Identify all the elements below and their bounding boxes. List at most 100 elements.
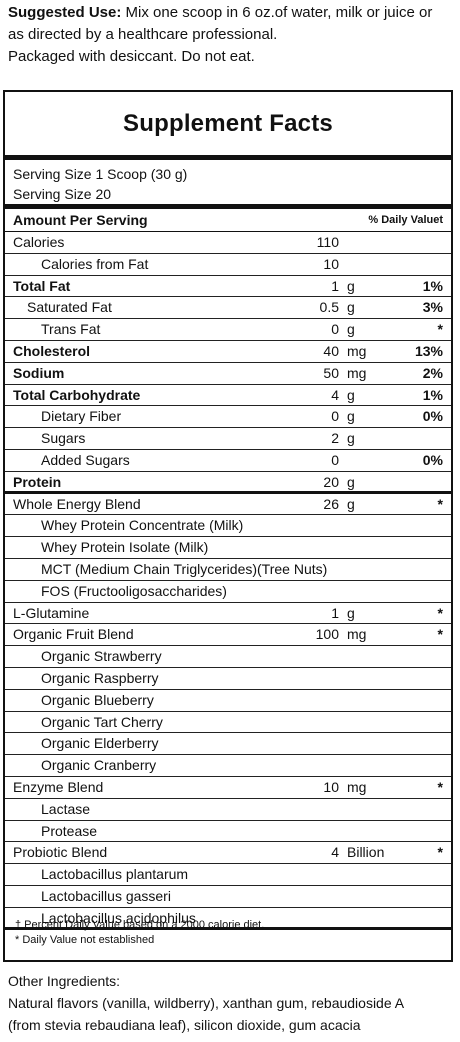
- nutrient-name: Cholesterol: [13, 342, 91, 359]
- nutrient-name: Calories from Fat: [41, 255, 149, 272]
- nutrient-amount: 0: [331, 408, 339, 425]
- nutrient-name: Dietary Fiber: [41, 408, 122, 425]
- nutrient-row: Organic Blueberry: [5, 690, 451, 712]
- nutrient-daily-value: 1%: [422, 277, 443, 294]
- nutrient-unit: mg: [347, 778, 367, 795]
- nutrient-row: Whole Energy Blend 26 g *: [5, 494, 451, 516]
- nutrient-amount: 0: [331, 321, 339, 338]
- nutrient-amount: 110: [316, 234, 339, 250]
- nutrient-daily-value: 3%: [422, 299, 443, 316]
- nutrient-row: FOS (Fructooligosaccharides): [5, 581, 451, 603]
- nutrient-row: Cholesterol 40 mg 13%: [5, 341, 451, 363]
- other-ingredients: Other Ingredients: Natural flavors (vani…: [8, 970, 460, 1036]
- nutrient-daily-value: 0%: [422, 408, 443, 425]
- nutrient-daily-value: 2%: [422, 364, 443, 381]
- nutrient-amount: 26: [323, 495, 339, 512]
- nutrient-row: Probiotic Blend 4 Billion *: [5, 842, 451, 865]
- footnote-not-established: * Daily Value not established: [15, 934, 155, 946]
- nutrient-row: Enzyme Blend 10 mg *: [5, 777, 451, 799]
- nutrient-amount: 0.5: [319, 299, 339, 316]
- suggested-use-text: Mix one scoop in 6 oz.of water, milk or …: [121, 4, 433, 21]
- nutrient-row: MCT (Medium Chain Triglycerides)(Tree Nu…: [5, 559, 451, 581]
- desiccant-warning: Packaged with desiccant. Do not eat.: [8, 48, 255, 65]
- nutrient-row: Dietary Fiber 0 g 0%: [5, 406, 451, 429]
- nutrient-name: Whey Protein Isolate (Milk): [41, 539, 209, 556]
- nutrient-unit: mg: [347, 342, 367, 359]
- nutrient-name: Total Carbohydrate: [13, 386, 141, 403]
- nutrient-name: Sugars: [41, 430, 86, 447]
- nutrient-name: Sodium: [13, 364, 65, 381]
- nutrient-name: Protein: [13, 473, 62, 490]
- nutrient-amount: 40: [323, 342, 339, 359]
- nutrient-name: Organic Elderberry: [41, 735, 159, 752]
- nutrient-name: Probiotic Blend: [13, 844, 108, 861]
- nutrient-unit: g: [347, 321, 355, 338]
- nutrient-amount: 1: [331, 604, 339, 621]
- nutrient-name: Whole Energy Blend: [13, 495, 141, 512]
- nutrient-name: Lactobacillus acidophilus: [41, 909, 196, 926]
- nutrient-name: Added Sugars: [41, 451, 130, 468]
- nutrient-amount: 20: [323, 473, 339, 490]
- nutrient-row: Organic Fruit Blend 100 mg *: [5, 624, 451, 647]
- nutrient-row: Protease: [5, 821, 451, 843]
- nutrient-name: Enzyme Blend: [13, 778, 104, 795]
- nutrient-row: Total Carbohydrate 4 g 1%: [5, 385, 451, 407]
- other-ingredients-heading: Other Ingredients:: [8, 973, 121, 989]
- nutrient-row: Total Fat 1 g 1%: [5, 276, 451, 298]
- nutrient-row: Lactobacillus gasseri: [5, 886, 451, 908]
- nutrient-name: Calories: [13, 234, 65, 250]
- nutrient-row: Protein 20 g: [5, 472, 451, 494]
- nutrient-name: Saturated Fat: [27, 299, 112, 316]
- nutrient-amount: 1: [331, 277, 339, 294]
- footnotes: † Percent Daily Value based on a 2000 ca…: [15, 918, 264, 948]
- nutrient-daily-value: *: [437, 844, 443, 861]
- nutrient-unit: mg: [347, 626, 367, 643]
- nutrient-name: Organic Raspberry: [41, 669, 159, 686]
- nutrient-unit: g: [347, 386, 355, 403]
- nutrient-row: Organic Raspberry: [5, 668, 451, 690]
- nutrient-unit: mg: [347, 364, 367, 381]
- nutrient-row: Lactobacillus acidophilus: [5, 908, 451, 930]
- nutrient-daily-value: 13%: [414, 342, 443, 359]
- nutrient-row: Whey Protein Isolate (Milk): [5, 537, 451, 559]
- nutrient-row: Trans Fat 0 g *: [5, 319, 451, 341]
- nutrient-amount: 100: [315, 626, 339, 643]
- nutrient-row: Calories 110: [5, 232, 451, 254]
- nutrient-daily-value: *: [437, 321, 443, 338]
- nutrient-name: Protease: [41, 822, 98, 839]
- amount-per-serving-header: Amount Per Serving % Daily Valuet: [5, 204, 451, 232]
- nutrient-amount: 10: [323, 778, 339, 795]
- serving-size: Serving Size 1 Scoop (30 g): [13, 166, 188, 182]
- nutrient-daily-value: 1%: [422, 386, 443, 403]
- nutrient-name: Trans Fat: [41, 321, 101, 338]
- nutrient-unit: g: [347, 495, 355, 512]
- nutrient-unit: g: [347, 473, 355, 490]
- panel-title: Supplement Facts: [5, 92, 451, 160]
- nutrient-name: FOS (Fructooligosaccharides): [41, 582, 227, 599]
- nutrient-row: Organic Tart Cherry: [5, 712, 451, 734]
- nutrient-name: Whey Protein Concentrate (Milk): [41, 517, 244, 534]
- servings-per-container: Serving Size 20: [13, 186, 112, 202]
- nutrient-row: Sugars 2 g: [5, 428, 451, 450]
- nutrient-row: Calories from Fat 10: [5, 254, 451, 276]
- nutrient-row: Organic Strawberry: [5, 646, 451, 668]
- other-ingredients-line1: Natural flavors (vanilla, wildberry), xa…: [8, 995, 405, 1011]
- nutrient-daily-value: 0%: [422, 451, 443, 468]
- amount-header-label: Amount Per Serving: [13, 212, 148, 228]
- nutrient-row: Lactobacillus plantarum: [5, 864, 451, 886]
- nutrient-row: Sodium 50 mg 2%: [5, 363, 451, 385]
- nutrient-daily-value: *: [437, 604, 443, 621]
- nutrient-amount: 2: [331, 430, 339, 447]
- nutrient-unit: g: [347, 604, 355, 621]
- nutrient-name: Total Fat: [13, 277, 71, 294]
- nutrient-name: L-Glutamine: [13, 604, 90, 621]
- nutrient-name: Lactase: [41, 800, 91, 817]
- nutrient-daily-value: *: [437, 495, 443, 512]
- nutrient-unit: g: [347, 408, 355, 425]
- supplement-facts-panel: Supplement Facts Serving Size 1 Scoop (3…: [3, 90, 453, 962]
- nutrient-unit: g: [347, 299, 355, 316]
- nutrient-amount: 4: [331, 386, 339, 403]
- nutrient-row: Lactase: [5, 799, 451, 821]
- nutrient-name: Lactobacillus plantarum: [41, 866, 189, 883]
- nutrient-row: L-Glutamine 1 g *: [5, 603, 451, 625]
